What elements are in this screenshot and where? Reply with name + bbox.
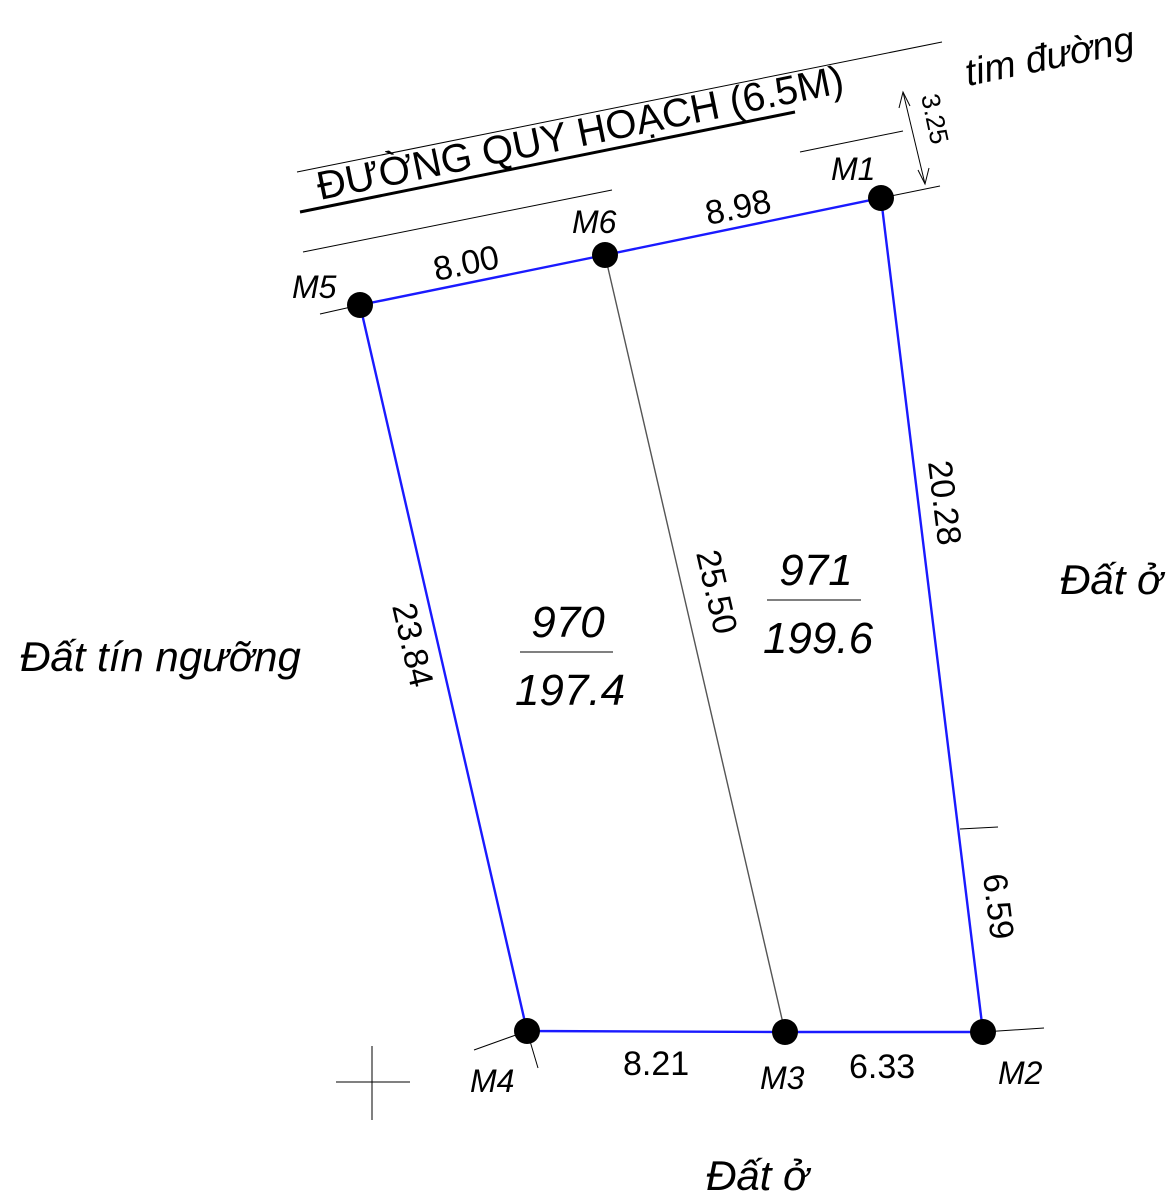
neighbor-south-label: Đất ở	[706, 1152, 812, 1199]
marker-m1	[868, 185, 894, 211]
parcel-divider-m6-m3	[604, 254, 786, 1033]
parcel-970-area: 197.4	[515, 666, 625, 715]
dimension-m1-m2-upper: 20.28	[920, 458, 968, 547]
road-centerline-label: tim đường	[961, 19, 1138, 95]
marker-m5	[347, 292, 373, 318]
offset-dimension-line	[902, 91, 926, 185]
dimension-m6-m1: 8.98	[702, 182, 774, 233]
dimension-m1-m2-lower: 6.59	[975, 871, 1021, 941]
parcel-971-number: 971	[779, 546, 852, 595]
marker-m2	[970, 1019, 996, 1045]
parcel-971-area: 199.6	[763, 614, 874, 663]
offset-arrow-top	[898, 90, 911, 109]
road-edge-line	[302, 189, 613, 253]
dimension-m4-m3: 8.21	[623, 1045, 689, 1083]
dimension-m5-m6: 8.00	[430, 238, 502, 289]
point-label-m2: M2	[998, 1055, 1043, 1091]
neighbor-west-label: Đất tín ngưỡng	[20, 633, 301, 680]
parcel-970-number: 970	[531, 598, 605, 647]
offset-arrow-bottom	[917, 167, 930, 186]
parcel-970: 970 197.4	[515, 598, 625, 715]
road-name-underline	[299, 110, 796, 214]
point-label-m6: M6	[572, 204, 617, 240]
point-label-m4: M4	[470, 1063, 514, 1099]
point-label-m5: M5	[292, 269, 337, 305]
parcel-971: 971 199.6	[763, 546, 874, 663]
point-label-m1: M1	[831, 151, 875, 187]
point-label-m3: M3	[760, 1060, 805, 1096]
marker-m4	[514, 1018, 540, 1044]
road-edge-line-east	[799, 130, 904, 153]
parcel-boundary	[358, 196, 985, 1034]
marker-m6	[592, 242, 618, 268]
dimension-m3-m2: 6.33	[849, 1048, 915, 1086]
road-offset-label: 3.25	[915, 91, 955, 147]
boundary-tick-east	[959, 826, 999, 830]
dimension-m6-m3: 25.50	[688, 546, 744, 637]
road-centerline	[296, 41, 943, 173]
neighbor-east-label: Đất ở	[1060, 556, 1166, 603]
marker-m3	[772, 1019, 798, 1045]
